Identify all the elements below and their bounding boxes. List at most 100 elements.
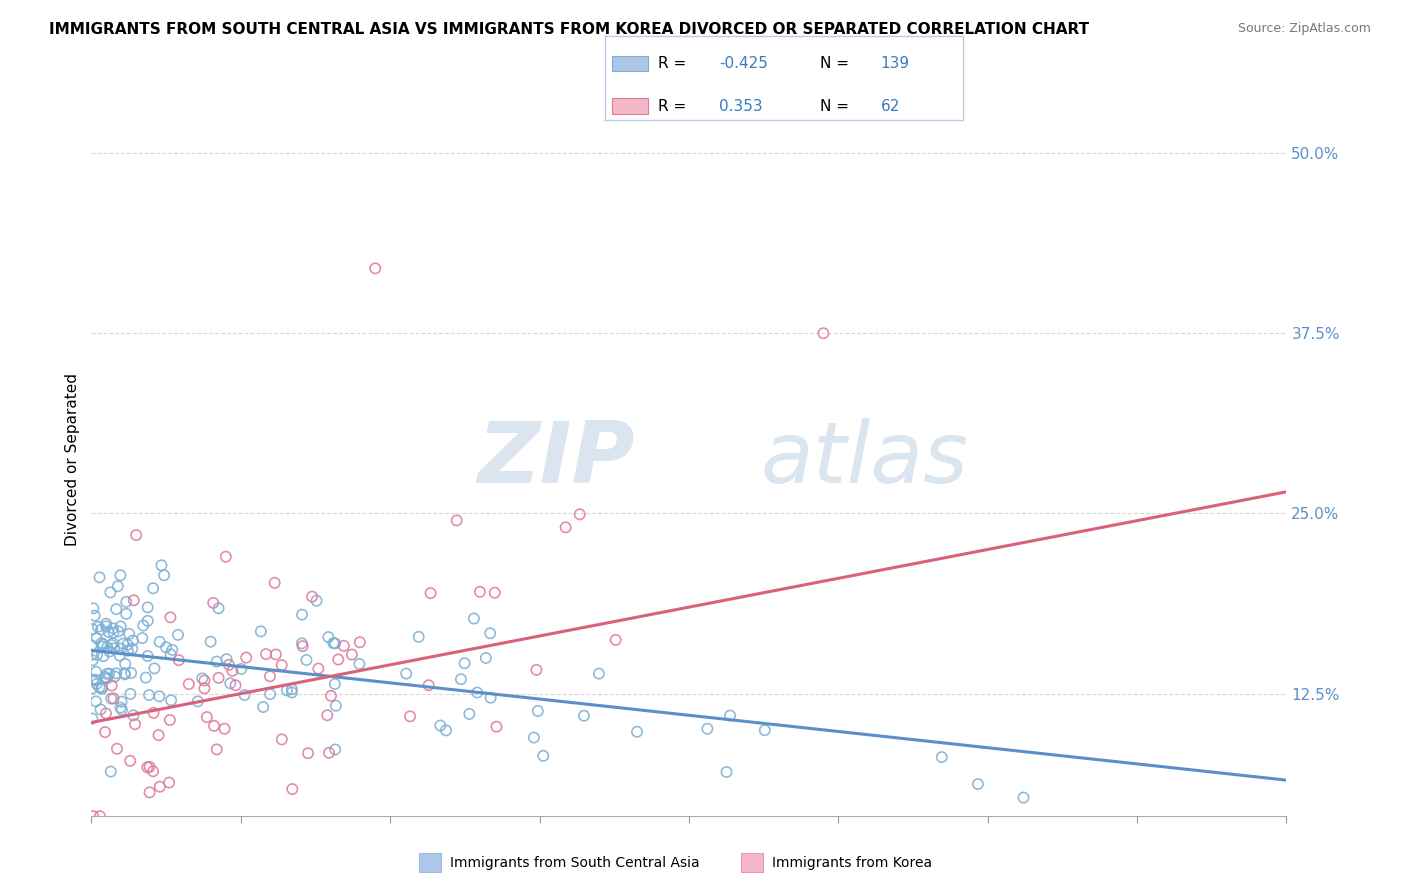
Point [142,706,165,720]
Point [105,666,128,681]
Point [124,717,146,731]
Point [107,579,129,593]
Point [322,636,344,650]
Point [215,652,238,666]
Point [90,623,112,637]
Point [316,708,339,723]
Point [219,676,242,690]
Point [101,622,124,636]
Point [465,685,488,699]
Text: 139: 139 [880,56,910,71]
Point [122,708,145,723]
Point [148,728,170,742]
Point [82,712,104,726]
Point [94,725,117,739]
Point [399,709,422,723]
Point [193,681,215,696]
Point [93,671,115,685]
Point [967,777,990,791]
Point [526,663,548,677]
Point [429,718,451,732]
Text: Immigrants from South Central Asia: Immigrants from South Central Asia [450,855,700,870]
Point [408,630,430,644]
Point [90,681,112,695]
Point [148,690,170,704]
Point [193,673,215,688]
Point [568,508,591,522]
Point [281,682,304,697]
Point [155,640,177,655]
Point [214,722,236,736]
Point [98,585,121,599]
Text: Source: ZipAtlas.com: Source: ZipAtlas.com [1237,22,1371,36]
Point [138,785,160,799]
Point [120,687,142,701]
Point [91,640,114,654]
Point [138,760,160,774]
Point [143,661,166,675]
Point [82,809,104,823]
Point [103,691,125,706]
Point [205,655,228,669]
Point [254,647,277,661]
Point [167,653,190,667]
Point [149,635,172,649]
Point [291,639,314,653]
Point [89,809,111,823]
Point [218,657,240,672]
Point [281,685,304,699]
Point [149,780,172,794]
Text: atlas: atlas [761,417,969,501]
Point [225,678,247,692]
Point [696,722,718,736]
Point [395,666,418,681]
Point [112,637,135,651]
Point [98,644,121,658]
Point [118,627,141,641]
Point [105,602,128,616]
Point [83,608,105,623]
Point [142,764,165,779]
Point [86,677,108,691]
Point [270,658,292,673]
Point [96,640,118,654]
Point [318,630,340,644]
Point [276,683,298,698]
Point [105,741,128,756]
Text: N =: N = [820,56,853,71]
Point [82,681,104,696]
Point [318,746,340,760]
Point [328,652,350,666]
Point [191,672,214,686]
Y-axis label: Divorced or Separated: Divorced or Separated [65,373,80,546]
Point [132,618,155,632]
Point [100,638,122,652]
Point [259,669,281,683]
Point [121,641,143,656]
Point [207,671,229,685]
Point [86,631,108,645]
Point [125,528,148,542]
Point [114,667,136,681]
Point [110,695,132,709]
Point [333,639,356,653]
Point [162,643,184,657]
Point [98,666,121,681]
Point [270,732,292,747]
Point [588,666,610,681]
Point [453,657,475,671]
Point [159,610,181,624]
Point [202,719,225,733]
Point [323,677,346,691]
Point [82,653,104,667]
Point [100,678,122,692]
Point [479,690,502,705]
Point [485,720,508,734]
Point [110,700,132,714]
Point [101,636,124,650]
Point [91,649,114,664]
Point [150,558,173,573]
Point [89,681,111,695]
Point [259,687,281,701]
Point [323,742,346,756]
